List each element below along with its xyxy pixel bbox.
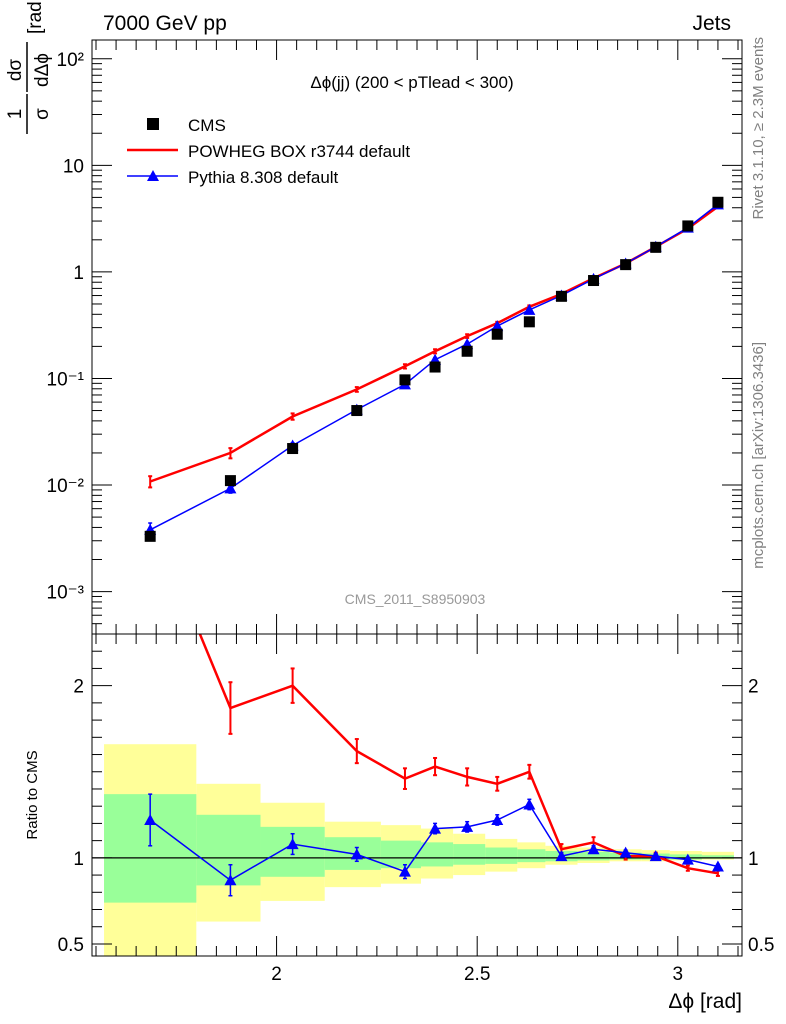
ratio-panel: 0.5 0.5 1 1 2 2 2 2.5 3 Ratio to CMS Δϕ [rad] [24,633,774,1013]
ratio-pythia-point [224,874,237,886]
band-green-bin [517,849,546,863]
y-tick-label: 1 [73,263,84,284]
cms-data-point [144,530,156,542]
svg-text:1: 1 [5,109,26,120]
cms-data-point [523,316,535,328]
ratio-pythia-point [398,865,411,877]
header-right-label: Jets [692,12,731,35]
ratio-pythia-point [350,848,363,860]
pythia-point [491,320,504,332]
x-tick-label: 2.5 [464,964,490,985]
band-green-bin [421,842,454,867]
ratio-y-tick-label-right: 0.5 [748,935,774,956]
y-tick-label: 10² [57,50,84,71]
x-tick-label: 2 [271,964,282,985]
svg-text:dσ: dσ [5,59,26,82]
ratio-y-tick-label-right: 1 [748,849,759,870]
svg-text:dΔϕ: dΔϕ [32,53,53,87]
y-tick-label: 10⁻¹ [47,369,85,390]
legend-item-cms: CMS [147,116,226,135]
main-panel: 10⁻³ 10⁻² 10⁻¹ 1 10 10² Δϕ(jj) (200 < pTlead … [5,1,743,635]
band-green-bin [669,854,702,860]
cms-data-point [620,259,632,271]
band-green-bin [196,814,261,886]
y-tick-label: 10 [63,156,84,177]
cms-data-point [399,374,411,386]
ratio-y-tick-label-left: 1 [73,849,84,870]
cms-data-point [224,475,236,487]
y-tick-label: 10⁻³ [47,583,85,604]
legend: CMS POWHEG BOX r3744 default Pythia 8.30… [127,116,410,187]
cms-data-point [491,328,503,340]
cms-data-point [712,196,724,208]
legend-item-powheg: POWHEG BOX r3744 default [127,142,410,161]
band-green-bin [453,844,486,865]
cms-data-point [351,405,363,417]
ratio-y-tick-label-left: 0.5 [58,935,84,956]
cms-data-point [429,361,441,373]
header-left-label: 7000 GeV pp [103,12,227,35]
ratio-pythia-point [681,853,694,865]
ratio-pythia-point [711,860,724,872]
legend-marker-pythia [147,170,159,181]
ratio-y-tick-label-right: 2 [748,677,759,698]
ratio-pythia-point [491,813,504,825]
x-axis-label: Δϕ [rad] [668,990,742,1013]
band-green-bin [701,855,734,859]
main-y-axis-label: 1 σ dσ dΔϕ [rad -1 ] [5,1,53,134]
band-green-bin [485,847,518,864]
legend-label-powheg: POWHEG BOX r3744 default [188,142,410,161]
legend-marker-cms [147,118,159,130]
band-green-bin [380,840,422,869]
ratio-pythia-point [429,822,442,834]
cms-data-point [682,220,694,232]
svg-text:σ: σ [32,108,53,120]
legend-label-pythia: Pythia 8.308 default [188,168,339,187]
ratio-pythia-point [619,846,632,858]
ratio-pythia-point [555,850,568,862]
ratio-pythia-point [286,838,299,850]
y-tick-label: 10⁻² [47,476,85,497]
ratio-pythia-point [523,798,536,810]
watermark-label: CMS_2011_S8950903 [345,591,486,607]
ratio-pythia-point [144,813,157,825]
ratio-y-tick-label-left: 2 [73,677,84,698]
ratio-pythia-point [587,843,600,855]
x-tick-label: 3 [673,964,684,985]
plot-title: Δϕ(jj) (200 < pTlead < 300) [310,73,513,92]
source-label: mcplots.cern.ch [arXiv:1306.3436] [750,342,767,569]
rivet-version-label: Rivet 3.1.10, ≥ 2.3M events [750,37,767,220]
cms-data-point [650,241,662,253]
cms-data-point [555,290,567,302]
pythia-point [523,303,536,315]
ratio-pythia-point [461,820,474,832]
ratio-y-axis-label: Ratio to CMS [24,750,41,839]
ratio-pythia-point [649,850,662,862]
legend-item-pythia: Pythia 8.308 default [127,168,339,187]
pythia-point [224,482,237,494]
cms-data-point [287,443,299,455]
legend-label-cms: CMS [188,116,226,135]
powheg-line [149,205,719,483]
cms-data-point [461,345,473,357]
svg-text:[rad: [rad [25,1,46,34]
band-green-bin [577,851,610,861]
cms-data-point [588,275,600,287]
